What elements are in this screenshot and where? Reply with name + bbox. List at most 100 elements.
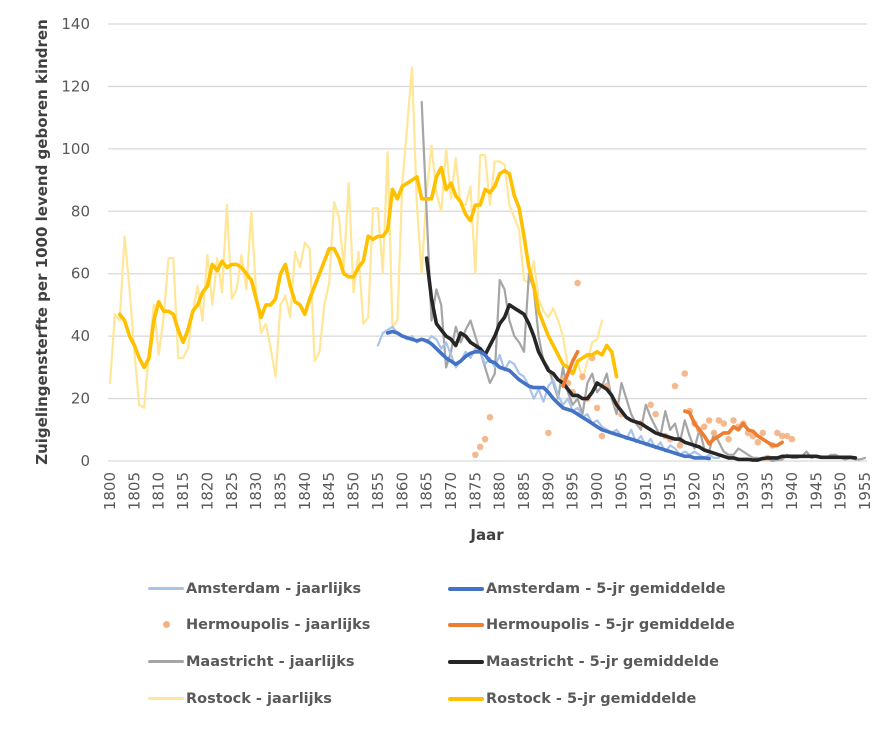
legend-item-maastricht-yearly[interactable]: Maastricht - jaarlijks: [148, 651, 355, 673]
x-tick-label: 1805: [125, 472, 143, 510]
data-point: [671, 382, 679, 390]
x-tick-label: 1945: [807, 472, 825, 510]
legend-item-amsterdam-yearly[interactable]: Amsterdam - jaarlijks: [148, 578, 361, 600]
series-maastricht-jaarlijks: [420, 100, 867, 463]
legend-item-hermoupolis-yearly[interactable]: Hermoupolis - jaarlijks: [148, 614, 370, 636]
x-tick-label: 1855: [369, 472, 387, 510]
x-tick-label: 1870: [442, 472, 460, 510]
series-line: [561, 349, 580, 388]
series-amsterdam-5-jr-gemiddelde: [385, 329, 711, 461]
legend-line-icon: [148, 651, 184, 673]
y-tick-label: 60: [71, 265, 90, 283]
legend-line-icon: [148, 688, 184, 710]
legend-line-icon: [148, 578, 184, 600]
x-tick-label: 1810: [150, 472, 168, 510]
series-line: [108, 66, 604, 409]
x-axis-title: Jaar: [469, 526, 504, 544]
data-point: [730, 417, 737, 424]
x-tick-label: 1865: [418, 472, 436, 510]
series-line: [117, 165, 619, 379]
series-line: [682, 409, 785, 448]
legend-label: Rostock - 5-jr gemiddelde: [486, 691, 697, 707]
legend-label: Amsterdam - jaarlijks: [186, 581, 362, 597]
legend-line-icon: [448, 578, 484, 600]
y-tick-label: 0: [80, 452, 90, 470]
data-point: [472, 451, 479, 459]
legend-item-maastricht-avg[interactable]: Maastricht - 5-jr gemiddelde: [448, 651, 719, 673]
x-tick-label: 1800: [101, 472, 119, 510]
x-tick-label: 1850: [345, 472, 363, 510]
data-point: [593, 404, 601, 412]
data-point: [598, 432, 606, 440]
data-point: [579, 373, 586, 381]
series-line: [420, 100, 867, 463]
x-tick-label: 1955: [856, 472, 874, 510]
legend-line-icon: [448, 651, 484, 673]
legend-dot-icon: [148, 614, 184, 636]
data-point: [725, 435, 732, 443]
legend-label: Hermoupolis - 5-jr gemiddelde: [486, 617, 735, 633]
series-line: [424, 256, 858, 462]
series-maastricht-5-jr-gemiddelde: [424, 256, 858, 462]
legend-item-rostock-yearly[interactable]: Rostock - jaarlijks: [148, 688, 332, 710]
x-tick-label: 1835: [271, 472, 289, 510]
series-amsterdam-jaarlijks: [376, 325, 721, 459]
y-axis-ticks: 0 20 40 60 80 100 120 140: [61, 15, 90, 470]
legend-line-icon: [448, 688, 484, 710]
data-point: [720, 420, 728, 427]
data-point: [759, 429, 767, 437]
x-tick-label: 1895: [564, 472, 582, 510]
data-point: [715, 417, 723, 424]
legend-item-amsterdam-avg[interactable]: Amsterdam - 5-jr gemiddelde: [448, 578, 726, 600]
x-tick-label: 1910: [637, 472, 655, 510]
x-tick-label: 1825: [223, 472, 241, 510]
x-tick-label: 1875: [466, 472, 484, 510]
x-tick-label: 1820: [198, 472, 216, 510]
series-line: [376, 325, 721, 459]
x-tick-label: 1880: [491, 472, 509, 510]
data-point: [545, 429, 552, 437]
legend-label: Rostock - jaarlijks: [186, 691, 332, 707]
legend-label: Hermoupolis - jaarlijks: [186, 617, 371, 633]
x-tick-label: 1840: [296, 472, 314, 510]
x-tick-label: 1930: [734, 472, 752, 510]
x-tick-label: 1900: [588, 472, 606, 510]
x-tick-label: 1905: [612, 472, 630, 510]
data-point: [710, 429, 718, 437]
x-axis-ticks: 1800 1805 1810 1815 1820 1825 1830 1835 1840 1845…: [101, 472, 874, 510]
data-point: [754, 438, 762, 446]
legend-item-hermoupolis-avg[interactable]: Hermoupolis - 5-jr gemiddelde: [448, 614, 735, 636]
y-tick-label: 40: [71, 327, 90, 345]
y-axis-title: Zuigelingensterfte per 1000 levend gebor…: [33, 19, 51, 465]
data-point: [652, 410, 659, 418]
data-point: [788, 435, 796, 443]
data-point: [574, 279, 581, 287]
data-point: [476, 443, 484, 451]
x-tick-label: 1830: [247, 472, 265, 510]
y-tick-label: 80: [71, 202, 90, 220]
x-tick-label: 1815: [174, 472, 192, 510]
gridlines: [108, 23, 867, 462]
legend-item-rostock-avg[interactable]: Rostock - 5-jr gemiddelde: [448, 688, 696, 710]
x-tick-label: 1950: [832, 472, 850, 510]
x-tick-label: 1885: [515, 472, 533, 510]
data-point: [681, 370, 689, 377]
data-point: [783, 432, 791, 440]
x-tick-label: 1845: [320, 472, 338, 510]
x-tick-label: 1935: [759, 472, 777, 510]
data-point: [778, 432, 786, 440]
x-tick-label: 1925: [710, 472, 728, 510]
series-rostock-jaarlijks: [108, 66, 604, 409]
data-point: [774, 429, 781, 437]
y-tick-label: 140: [61, 15, 90, 33]
data-point: [486, 414, 494, 421]
series-line: [385, 329, 711, 461]
series-layer: [108, 66, 867, 463]
legend-label: Amsterdam - 5-jr gemiddelde: [486, 581, 726, 597]
legend-line-icon: [448, 614, 484, 636]
x-tick-label: 1920: [686, 472, 704, 510]
y-tick-label: 20: [71, 390, 90, 408]
series-hermoupolis-5-jr-gemiddelde: [561, 349, 785, 448]
y-tick-label: 100: [61, 140, 90, 158]
